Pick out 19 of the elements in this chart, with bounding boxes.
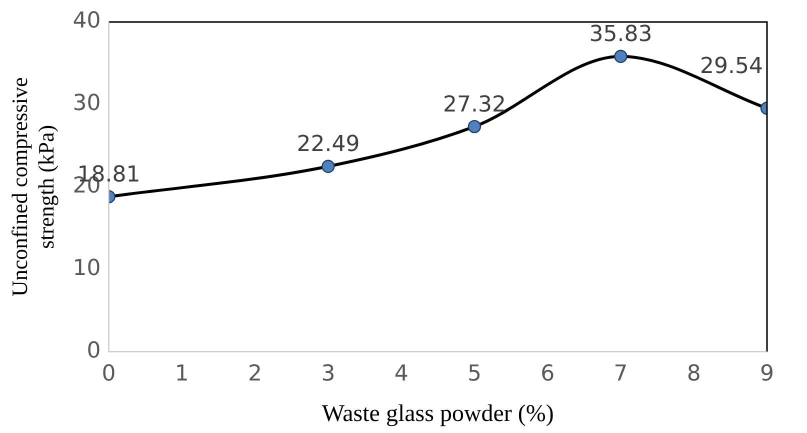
x-tick-label: 7 bbox=[614, 362, 628, 387]
data-label: 35.83 bbox=[589, 22, 652, 48]
y-tick-label: 10 bbox=[72, 256, 101, 282]
x-axis-title: Waste glass powder (%) bbox=[322, 400, 554, 427]
x-tick-label: 8 bbox=[686, 362, 701, 387]
y-tick-label: 0 bbox=[86, 338, 101, 364]
y-tick-label: 40 bbox=[72, 8, 101, 34]
x-tick-label: 9 bbox=[760, 362, 774, 387]
x-tick-label: 1 bbox=[174, 362, 189, 387]
data-label: 22.49 bbox=[296, 132, 360, 158]
x-tick-label: 3 bbox=[321, 362, 336, 387]
y-axis-title: Unconfined compressive strength (kPa) bbox=[6, 77, 58, 297]
x-tick-label: 2 bbox=[248, 362, 262, 387]
data-label: 27.32 bbox=[442, 92, 506, 118]
x-tick-label: 6 bbox=[540, 362, 555, 387]
x-tick-label: 4 bbox=[394, 362, 408, 387]
x-tick-label: 5 bbox=[467, 362, 482, 387]
y-tick-label: 30 bbox=[72, 91, 101, 116]
data-label: 29.54 bbox=[700, 54, 763, 79]
